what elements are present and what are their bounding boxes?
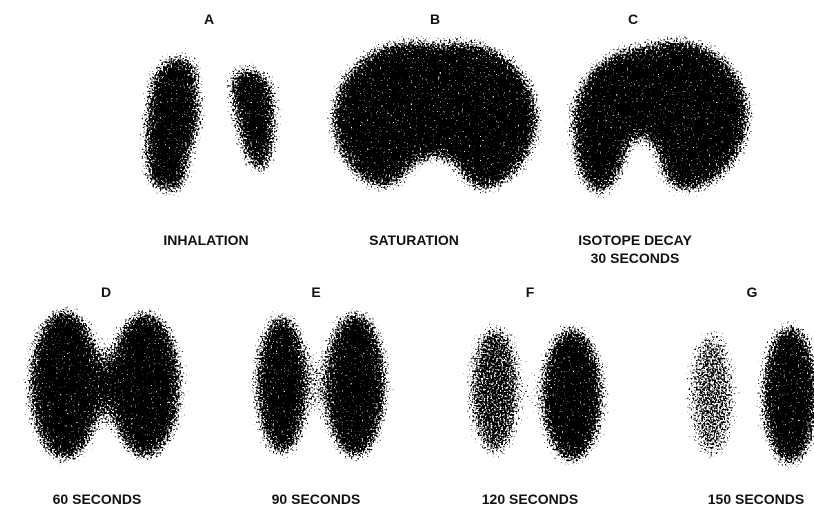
panel-caption: 90 SECONDS [272, 491, 361, 507]
panel-letter: F [526, 284, 535, 300]
panel-letter: B [430, 11, 440, 27]
panel-letter: A [204, 11, 214, 27]
panel-letter: E [311, 284, 320, 300]
panel-letter: C [628, 11, 638, 27]
panel-caption: SATURATION [369, 232, 459, 248]
scan-a [141, 52, 279, 197]
panel-letter: G [747, 284, 758, 300]
panel-caption: 60 SECONDS [53, 491, 142, 507]
panel-caption: 30 SECONDS [591, 250, 680, 266]
panel-caption: 150 SECONDS [708, 491, 804, 507]
panel-letter: D [101, 284, 111, 300]
panel-caption: ISOTOPE DECAY [578, 232, 692, 248]
scan-g [684, 320, 814, 470]
panel-caption: INHALATION [163, 232, 248, 248]
scan-f [465, 320, 607, 467]
scan-d [25, 305, 185, 465]
scan-e [252, 307, 390, 463]
scan-c [567, 35, 754, 200]
panel-caption: 120 SECONDS [482, 491, 578, 507]
scan-b [327, 37, 543, 195]
